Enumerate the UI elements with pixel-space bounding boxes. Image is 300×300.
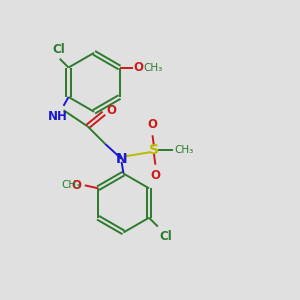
Text: Cl: Cl xyxy=(52,43,64,56)
Text: CH₃: CH₃ xyxy=(61,180,80,190)
Text: O: O xyxy=(106,104,116,117)
Text: O: O xyxy=(134,61,143,74)
Text: Cl: Cl xyxy=(159,230,172,242)
Text: NH: NH xyxy=(48,110,68,123)
Text: CH₃: CH₃ xyxy=(175,145,194,155)
Text: N: N xyxy=(116,152,127,166)
Text: CH₃: CH₃ xyxy=(143,63,162,73)
Text: O: O xyxy=(150,169,161,182)
Text: O: O xyxy=(72,179,82,192)
Text: O: O xyxy=(148,118,158,131)
Text: S: S xyxy=(149,143,159,157)
